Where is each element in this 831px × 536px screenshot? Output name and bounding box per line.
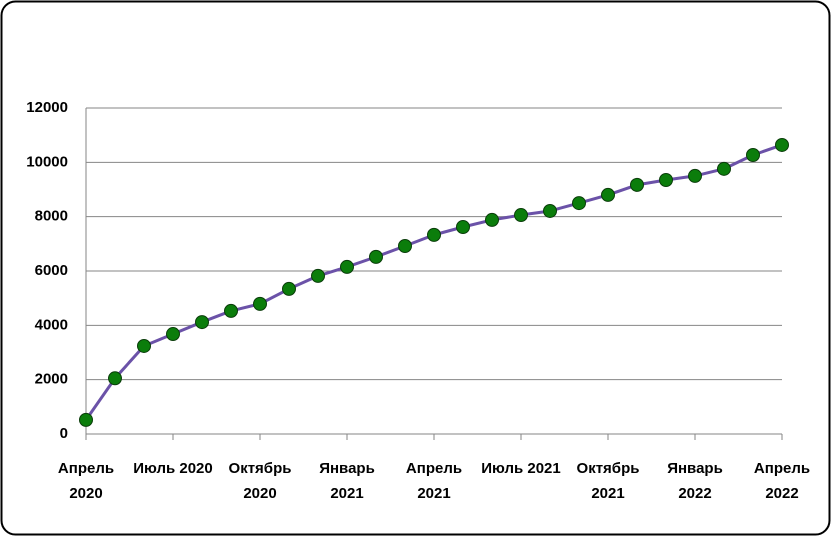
marker bbox=[601, 187, 615, 202]
x-tick-label: Январь 2021 bbox=[319, 460, 375, 502]
marker bbox=[398, 239, 412, 254]
x-tick-label: Октябрь 2020 bbox=[228, 460, 292, 502]
marker bbox=[659, 172, 673, 187]
marker bbox=[79, 412, 93, 427]
marker bbox=[775, 137, 789, 152]
marker bbox=[485, 212, 499, 227]
y-tick-label: 2000 bbox=[35, 371, 68, 388]
marker bbox=[688, 168, 702, 183]
marker bbox=[572, 196, 586, 211]
x-tick-label: Апрель 2022 bbox=[753, 460, 811, 502]
marker bbox=[514, 208, 528, 223]
x-tick-label: Апрель 2020 bbox=[57, 460, 115, 502]
x-tick-label: Январь 2022 bbox=[667, 460, 723, 502]
y-tick-label: 6000 bbox=[35, 262, 68, 279]
marker bbox=[746, 147, 760, 162]
marker bbox=[543, 203, 557, 218]
marker bbox=[195, 315, 209, 330]
y-tick-label: 12000 bbox=[26, 99, 68, 116]
x-tick-label: Апрель 2021 bbox=[405, 460, 463, 502]
marker bbox=[340, 259, 354, 274]
y-tick-label: 10000 bbox=[26, 153, 68, 170]
marker bbox=[630, 177, 644, 192]
marker bbox=[311, 268, 325, 283]
marker bbox=[224, 303, 238, 318]
x-tick-label: Октябрь 2021 bbox=[576, 460, 640, 502]
x-tick-label: Июль 2021 bbox=[481, 460, 561, 477]
marker bbox=[427, 227, 441, 242]
x-tick-label: Июль 2020 bbox=[133, 460, 213, 477]
marker bbox=[253, 296, 267, 311]
marker bbox=[137, 338, 151, 353]
y-tick-label: 4000 bbox=[35, 316, 68, 333]
marker bbox=[717, 161, 731, 176]
marker bbox=[282, 281, 296, 296]
marker bbox=[166, 327, 180, 342]
y-tick-label: 8000 bbox=[35, 208, 68, 225]
y-tick-label: 0 bbox=[60, 425, 68, 442]
marker bbox=[108, 371, 122, 386]
marker bbox=[456, 219, 470, 234]
marker bbox=[369, 249, 383, 264]
